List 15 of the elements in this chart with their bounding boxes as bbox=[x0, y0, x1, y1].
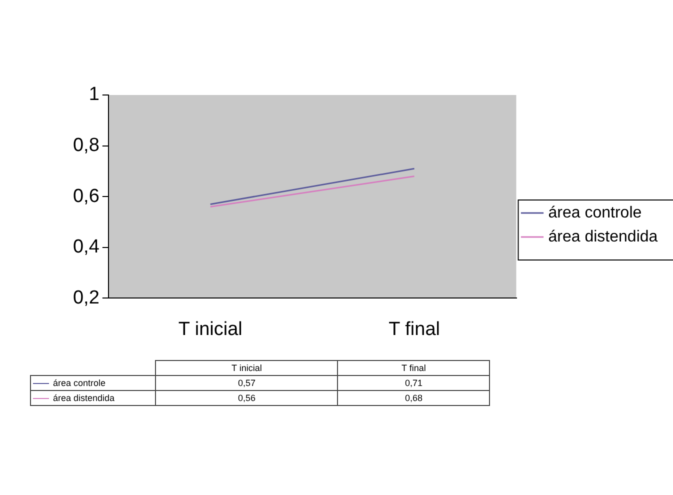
y-tick-label: 0,2 bbox=[72, 287, 100, 308]
y-tick-label: 0,8 bbox=[72, 135, 100, 156]
legend-label: área controle bbox=[548, 204, 642, 222]
text: área controle bbox=[53, 378, 106, 388]
legend-label: área distendida bbox=[548, 228, 658, 246]
data-label: 0,71 bbox=[338, 376, 490, 390]
data-label: 0,68 bbox=[338, 390, 490, 406]
data-label: 0,57 bbox=[156, 376, 338, 390]
text: área distendida bbox=[53, 393, 115, 403]
y-tick-label: 1 bbox=[88, 84, 100, 106]
category-label: T final bbox=[402, 363, 426, 373]
y-tick-label: 0,4 bbox=[72, 236, 100, 258]
category-label: T inicial bbox=[232, 363, 262, 373]
data-label: 0,56 bbox=[156, 390, 338, 406]
y-tick-label: 0,6 bbox=[72, 186, 100, 207]
